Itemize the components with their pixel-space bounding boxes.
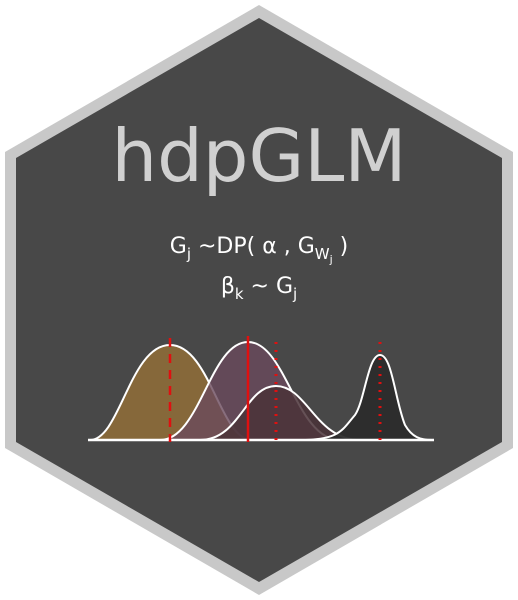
- formula-beta: β: [221, 274, 235, 299]
- formula-tilde-g: ~ G: [244, 274, 293, 299]
- formula-g-subscript: j: [186, 245, 191, 263]
- density-curve-3: [199, 384, 361, 441]
- hexagon-background: [16, 18, 502, 582]
- formula-w-subscript: j: [329, 253, 333, 266]
- formula-line-2: βk ~ Gj: [221, 274, 297, 303]
- density-curves-icon: [88, 336, 434, 442]
- logo-title: hdpGLM: [111, 114, 406, 198]
- formula-g-subscript-2: j: [292, 285, 297, 303]
- formula-g: G: [170, 234, 187, 259]
- formula-close: ): [333, 234, 349, 259]
- formula-w: W: [315, 245, 330, 263]
- formula-line-1: Gj ~DP( α , GWj ): [170, 234, 348, 266]
- density-curve-4: [299, 353, 433, 441]
- formula-beta-subscript: k: [235, 285, 244, 303]
- formula-dp: ~DP( α , G: [191, 234, 315, 259]
